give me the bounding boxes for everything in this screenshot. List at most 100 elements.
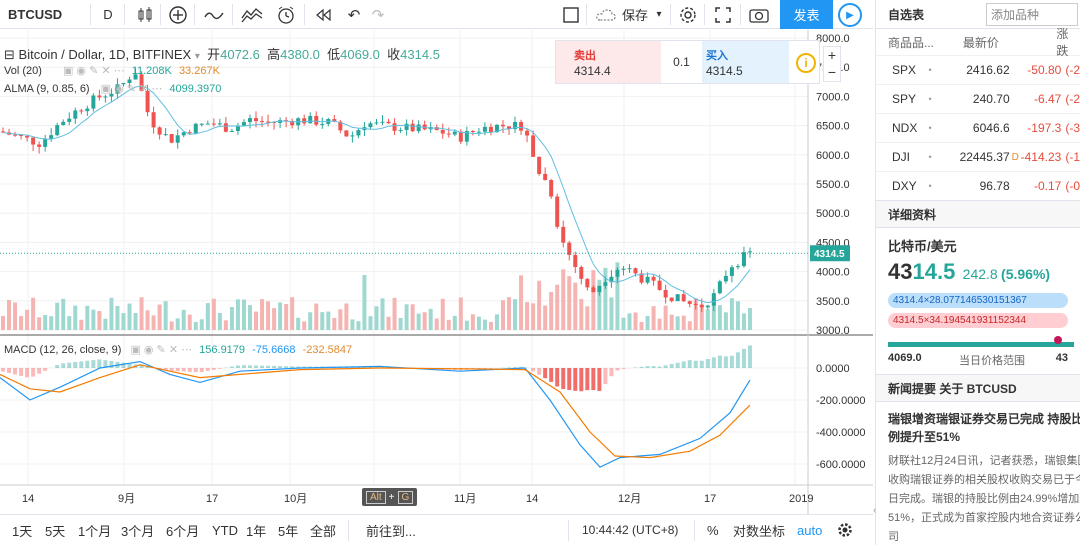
row-change-pct: (-1	[1065, 150, 1080, 164]
watchlist-row[interactable]: SPX • 2416.62 -50.80 (-2	[876, 55, 1080, 84]
settings-gear-icon[interactable]	[677, 0, 699, 29]
legend-tools-icon[interactable]: ▣ ◉ ✎ ✕ ⋯	[130, 344, 193, 356]
candle-body	[103, 96, 108, 98]
volume-bar	[404, 304, 409, 330]
volume-bar	[320, 312, 325, 330]
log-scale-button[interactable]: 对数坐标	[733, 523, 786, 539]
column-last[interactable]: 最新价	[962, 35, 999, 50]
range-ytd-button[interactable]: YTD	[212, 522, 238, 538]
zoom-out-button[interactable]: −	[827, 64, 837, 80]
clock-timezone[interactable]: 10:44:42 (UTC+8)	[582, 523, 679, 537]
legend-tools-icon[interactable]: ▣ ◉ ✎ ✕ ⋯	[62, 65, 125, 77]
watchlist-header: 自选表	[876, 0, 1080, 29]
news-headline[interactable]: 瑞银增资瑞银证券交易已完成 持股比例提升至51%	[888, 412, 1080, 444]
cloud-icon[interactable]	[594, 0, 618, 29]
fullscreen-layout-icon[interactable]	[562, 0, 580, 29]
save-button[interactable]: 保存	[621, 8, 648, 23]
macd-histogram-bar	[247, 365, 252, 368]
macd-histogram-bar	[296, 366, 301, 368]
symbol-search[interactable]: BTCUSD	[8, 7, 63, 22]
macd-histogram-bar	[693, 360, 698, 368]
macd-histogram-bar	[579, 368, 584, 392]
range-5y-button[interactable]: 5年	[278, 523, 299, 539]
dropdown-icon[interactable]: ▾	[194, 51, 200, 62]
camera-icon[interactable]	[747, 0, 771, 29]
volume-bar	[669, 314, 674, 330]
collapse-icon[interactable]: ⊟	[4, 47, 15, 62]
candle-body	[603, 282, 608, 286]
candle-body	[43, 138, 48, 147]
range-1m-button[interactable]: 1个月	[78, 523, 112, 539]
divider	[704, 4, 705, 25]
compare-icon[interactable]	[240, 0, 264, 29]
volume-bar	[163, 301, 168, 330]
info-icon[interactable]: i	[796, 53, 816, 73]
candle-body	[332, 119, 337, 122]
divider	[232, 4, 233, 25]
range-6m-button[interactable]: 6个月	[166, 523, 200, 539]
add-symbol-input[interactable]: 添加品种	[986, 3, 1078, 26]
column-symbol[interactable]: 商品品...	[888, 35, 935, 50]
macd-histogram-bar	[97, 359, 102, 368]
volume-bar	[440, 298, 445, 330]
candle-body	[717, 281, 722, 294]
candle-body	[470, 130, 475, 133]
chevron-down-icon[interactable]: ▾	[656, 9, 662, 20]
alert-clock-icon[interactable]	[274, 0, 298, 29]
range-1d-button[interactable]: 1天	[12, 523, 33, 539]
range-all-button[interactable]: 全部	[310, 523, 337, 539]
publish-button[interactable]: 发表	[780, 0, 833, 29]
watchlist-row[interactable]: NDX • 6046.6 -197.3 (-3	[876, 113, 1080, 142]
range-labels: 4069.0 当日价格范围 43	[876, 348, 1080, 368]
chart-settings-gear-icon[interactable]	[838, 515, 852, 545]
buy-button[interactable]: 买入 4314.5	[702, 41, 789, 83]
undo-icon[interactable]: ↶	[347, 6, 361, 24]
legend-tools-icon[interactable]: ▣ ◉ ✎ ✕ ⋯	[100, 83, 163, 95]
range-caption: 当日价格范围	[959, 355, 1026, 367]
interval-button[interactable]: D	[103, 7, 113, 22]
macd-histogram-bar	[555, 368, 560, 387]
add-indicator-icon[interactable]	[166, 0, 190, 29]
volume-bar	[494, 314, 499, 330]
zoom-in-button[interactable]: +	[827, 47, 837, 63]
price-chart[interactable]: 8000.07500.07000.06500.06000.05500.05000…	[0, 30, 873, 515]
candle-body	[1, 131, 5, 133]
candle-body	[633, 268, 638, 274]
macd-histogram-bar	[254, 365, 259, 368]
percent-scale-button[interactable]: %	[707, 522, 719, 538]
pair-name: 比特币/美元	[888, 239, 957, 254]
candle-body	[199, 123, 204, 125]
candle-body	[338, 121, 343, 131]
volume-bar	[241, 299, 246, 330]
volume-bar	[7, 300, 12, 330]
goto-button[interactable]: 前往到...	[366, 523, 416, 539]
range-3m-button[interactable]: 3个月	[121, 523, 155, 539]
play-icon[interactable]: ▶	[838, 3, 862, 27]
volume-bar	[434, 318, 439, 330]
watchlist-row[interactable]: DJI • 22445.37 D -414.23 (-1	[876, 142, 1080, 171]
high-value: 4380.0	[280, 47, 320, 62]
fullscreen-icon[interactable]	[712, 0, 734, 29]
collapse-sidebar-icon[interactable]: ‹	[873, 505, 877, 516]
volume-bar	[470, 314, 475, 330]
candle-body	[73, 110, 78, 119]
replay-icon[interactable]	[312, 0, 334, 29]
sell-button[interactable]: 卖出 4314.4	[556, 41, 661, 83]
redo-icon[interactable]: ↷	[371, 6, 385, 24]
indicators-icon[interactable]	[202, 0, 226, 29]
range-1y-button[interactable]: 1年	[246, 523, 267, 539]
macd-histogram-bar	[7, 368, 12, 374]
candle-body	[374, 122, 379, 124]
column-change[interactable]: 涨跌	[1056, 27, 1069, 58]
candle-style-icon[interactable]	[134, 0, 156, 29]
auto-scale-button[interactable]: auto	[797, 522, 823, 538]
watchlist-row[interactable]: DXY • 96.78 -0.17 (-0	[876, 171, 1080, 200]
volume-bar	[121, 313, 126, 330]
watchlist-row[interactable]: SPY • 240.70 -6.47 (-2	[876, 84, 1080, 113]
candle-body	[410, 123, 415, 132]
macd-histogram-bar	[43, 368, 48, 371]
macd-histogram-bar	[229, 366, 234, 368]
volume-bar	[633, 312, 638, 330]
range-5d-button[interactable]: 5天	[45, 523, 66, 539]
row-change: -197.3	[1027, 121, 1062, 135]
